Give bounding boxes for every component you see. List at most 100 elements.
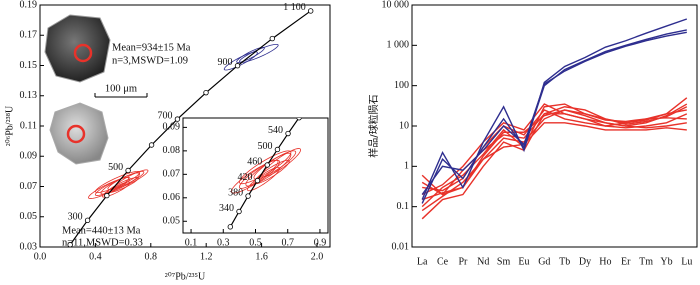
x-tick-label: Tb [559, 256, 570, 267]
concordia-point [174, 116, 181, 122]
annotation: Mean=934±15 Ma [112, 42, 191, 53]
error-ellipse [253, 150, 297, 180]
error-ellipse [247, 166, 281, 192]
error-ellipse [261, 148, 302, 178]
x-tick-label: Tm [639, 256, 653, 267]
age-label: 420 [237, 172, 252, 183]
x-tick-label: Eu [518, 256, 529, 267]
series-line [421, 97, 688, 208]
concordia-point [285, 130, 291, 137]
age-label: 340 [219, 203, 234, 214]
concordia-point [203, 89, 209, 96]
concordia-point [274, 146, 281, 153]
grain-photo [49, 102, 109, 165]
age-label: 460 [247, 156, 262, 167]
concordia-point [254, 177, 261, 184]
annotation: n=11,MSWD=0.33 [62, 237, 143, 248]
concordia-point [307, 8, 314, 14]
x-tick-label: Gd [538, 256, 550, 267]
concordia-point [148, 142, 155, 148]
x-tick-label: 0.1 [185, 237, 198, 248]
spot-circle [73, 43, 93, 63]
series-line [421, 31, 687, 195]
x-tick-label: Ce [437, 256, 449, 267]
plot-frame [411, 4, 698, 248]
y-tick-label: 1 [404, 161, 409, 172]
series-line [421, 103, 688, 196]
x-tick-label: Er [621, 256, 631, 267]
annotation: Mean=440±13 Ma [62, 225, 141, 236]
x-tick-label: 0.9 [314, 237, 327, 248]
x-axis-label: ²⁰⁷Pb/²³⁵U [165, 271, 206, 282]
x-tick-label: 2.0 [311, 251, 324, 262]
y-tick-label: 0.1 [397, 201, 410, 212]
age-label: 500 [108, 162, 123, 173]
x-tick-label: 1.2 [200, 251, 213, 262]
concordia-point [264, 162, 270, 168]
error-ellipse [94, 170, 141, 193]
y-tick-label: 0.09 [163, 122, 181, 133]
y-tick-label: 0.03 [20, 241, 38, 252]
y-tick-label: 0.05 [163, 216, 181, 227]
age-label: 540 [268, 125, 283, 136]
x-tick-label: Lu [681, 256, 692, 267]
x-tick-label: 0.7 [281, 237, 294, 248]
error-ellipse [238, 150, 292, 185]
y-tick-label: 0.17 [20, 30, 38, 41]
y-tick-label: 0.07 [20, 181, 38, 192]
age-label: 500 [257, 141, 272, 152]
y-tick-label: 0.09 [20, 151, 38, 162]
error-ellipse [107, 177, 139, 193]
age-label: 1 100 [283, 2, 306, 13]
error-ellipse [236, 46, 265, 63]
x-tick-label: Dy [579, 256, 591, 267]
x-tick-label: 0.5 [249, 237, 262, 248]
y-tick-label: 0.19 [20, 0, 38, 10]
y-tick-label: 0.13 [20, 90, 38, 101]
age-label: 700 [157, 110, 172, 121]
y-tick-label: 0.15 [20, 60, 38, 71]
y-tick-label: 0.01 [392, 241, 410, 252]
error-ellipse [223, 51, 258, 71]
y-axis-label: 样品/球粒陨石 [367, 94, 380, 157]
y-tick-label: 0.06 [163, 192, 181, 203]
x-tick-label: 0.0 [34, 251, 47, 262]
plot-area: 340 380 420 460 500 540 [219, 118, 302, 230]
concordia-point [125, 167, 131, 174]
series-line [421, 29, 687, 204]
y-tick-label: 10 000 [382, 0, 410, 10]
concordia-point [227, 224, 234, 230]
concordia-point [296, 118, 302, 121]
x-tick-label: 0.3 [217, 237, 230, 248]
concordia-point [245, 193, 251, 199]
concordia-curve [69, 10, 312, 246]
concordia-point [104, 192, 110, 199]
concordia-point [269, 35, 276, 42]
series-line [421, 18, 688, 200]
x-tick-label: 1.6 [255, 251, 268, 262]
x-tick-label: Ho [599, 256, 611, 267]
x-tick-label: Yb [660, 256, 672, 267]
annotation: n=3,MSWD=1.09 [112, 55, 188, 66]
series-line [421, 103, 687, 196]
y-tick-label: 100 [394, 80, 409, 91]
y-tick-label: 0.08 [163, 145, 181, 156]
x-tick-label: 0.8 [145, 251, 158, 262]
scale-bar-label: 100 μm [105, 83, 137, 94]
x-tick-label: Sm [497, 256, 511, 267]
y-tick-label: 1 000 [387, 40, 410, 51]
age-label: 300 [68, 212, 83, 223]
concordia-point [84, 217, 91, 224]
y-tick-label: 0.05 [20, 211, 38, 222]
plot-area: 300 500 700 900 1 100 [67, 2, 314, 248]
x-tick-label: Nd [477, 256, 489, 267]
concordia-point [236, 208, 242, 215]
age-label: 900 [218, 57, 233, 68]
y-tick-label: 10 [399, 120, 409, 131]
y-tick-label: 0.11 [20, 120, 37, 131]
age-label: 380 [228, 187, 243, 198]
concordia-point [234, 63, 241, 69]
grain-images [44, 14, 148, 165]
error-ellipse [253, 159, 290, 185]
